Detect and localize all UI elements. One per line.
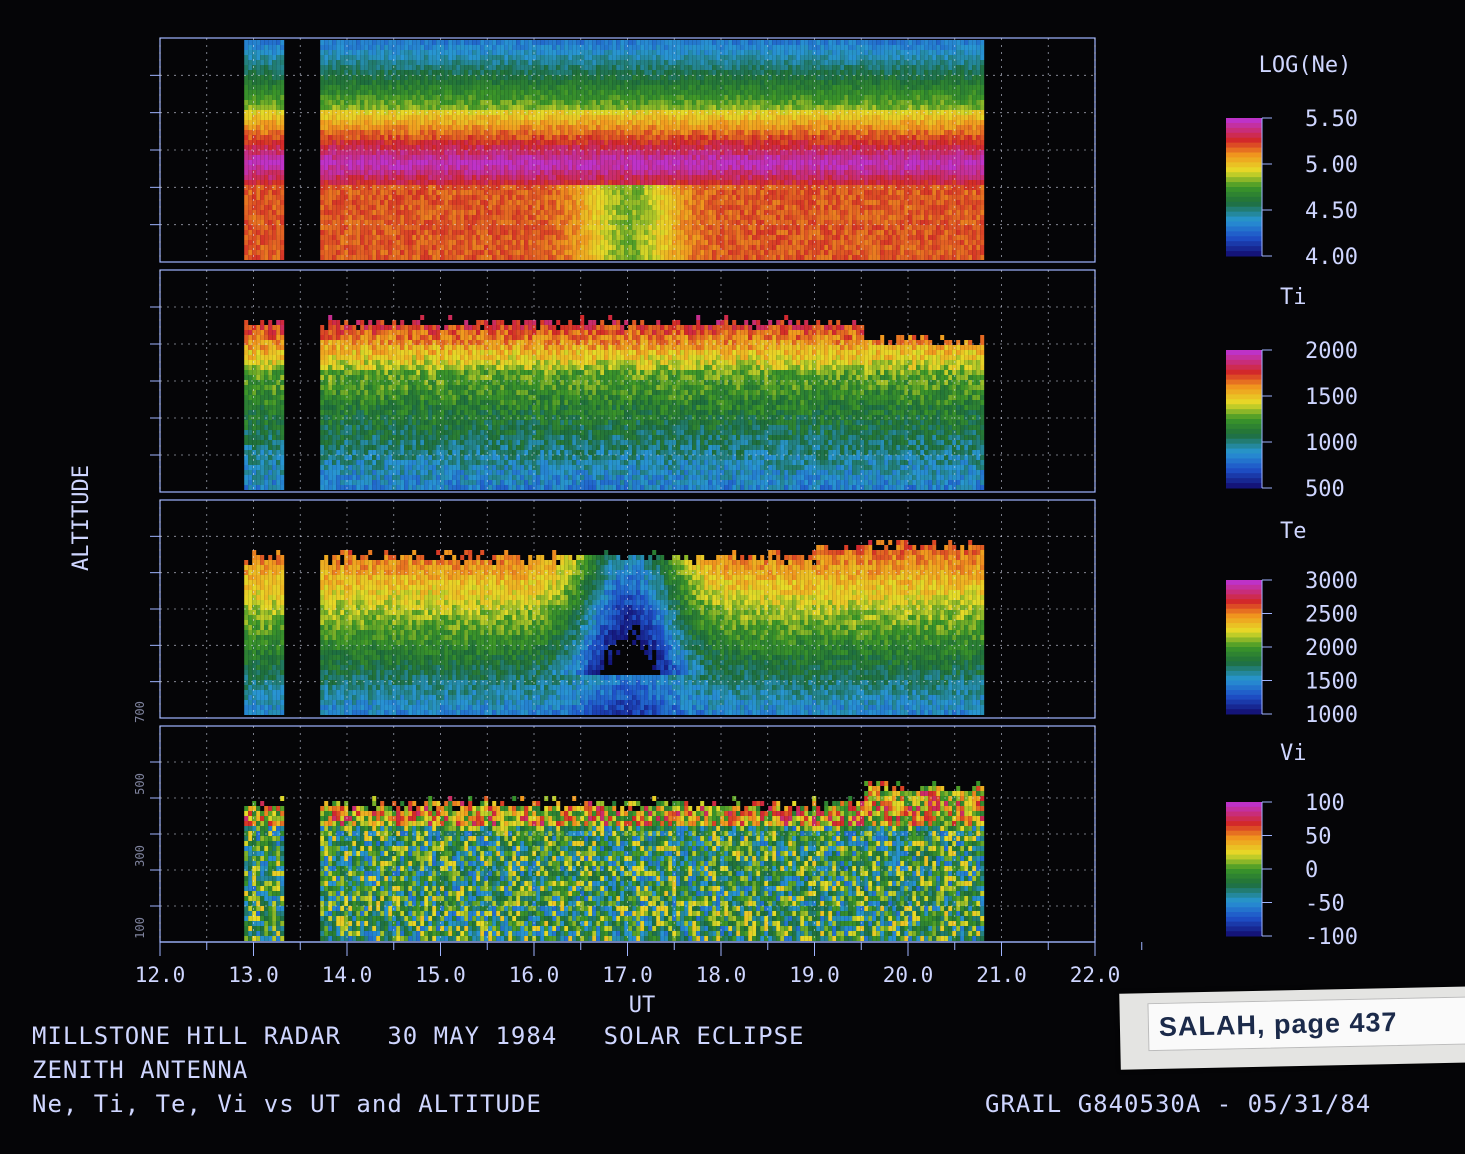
altitude-tick-label: 700 (133, 701, 147, 723)
x-tick-label: 12.0 (135, 963, 186, 987)
x-tick-label: 17.0 (602, 963, 653, 987)
colorbar-tick-label: 1500 (1305, 670, 1358, 695)
colorbar-tick-label: 50 (1305, 825, 1332, 850)
colorbar-tick-label: 1000 (1305, 703, 1358, 728)
colorbar-tick-label: 2000 (1305, 636, 1358, 661)
panel-data (244, 540, 984, 715)
colorbar-label: Ti (1280, 285, 1307, 310)
colorbar-tick-label: 2500 (1305, 603, 1358, 628)
x-tick-label: 18.0 (696, 963, 747, 987)
colorbar-3 (1226, 580, 1272, 715)
caption-title: MILLSTONE HILL RADAR 30 MAY 1984 SOLAR E… (32, 1022, 804, 1050)
sticker-label: SALAH, page 437 (1147, 996, 1465, 1051)
colorbar-tick-label: 4.50 (1305, 199, 1358, 224)
caption-variables: Ne, Ti, Te, Vi vs UT and ALTITUDE (32, 1090, 542, 1118)
colorbar-2 (1226, 350, 1272, 489)
panel-4 (150, 726, 1095, 942)
x-tick-label: 19.0 (789, 963, 840, 987)
x-axis-label: UT (629, 993, 656, 1018)
x-tick-label: 14.0 (322, 963, 373, 987)
x-tick-label: 16.0 (509, 963, 560, 987)
y-axis-label: ALTITUDE (69, 465, 94, 571)
x-tick-label: 15.0 (415, 963, 466, 987)
colorbar-tick-label: -50 (1305, 892, 1345, 917)
colorbar-label: Te (1280, 519, 1307, 544)
panel-data (244, 781, 984, 941)
colorbar-tick-label: 5.50 (1305, 107, 1358, 132)
colorbar-label: Vi (1280, 741, 1307, 766)
colorbar-label: LOG(Ne) (1259, 53, 1352, 78)
colorbar-tick-label: 1000 (1305, 431, 1358, 456)
colorbar-tick-label: 3000 (1305, 569, 1358, 594)
panel-1 (150, 38, 1095, 262)
colorbar-tick-label: 100 (1305, 791, 1345, 816)
grail-id: GRAIL G840530A - 05/31/84 (985, 1090, 1371, 1118)
colorbar-4 (1226, 802, 1272, 937)
altitude-tick-label: 100 (133, 917, 147, 939)
x-tick-label: 22.0 (1070, 963, 1121, 987)
panel-data (244, 315, 984, 490)
colorbar-tick-label: 2000 (1305, 339, 1358, 364)
panel-2 (150, 270, 1095, 492)
colorbar-1 (1226, 118, 1272, 257)
panel-3 (150, 500, 1095, 718)
colorbar-tick-label: 5.00 (1305, 153, 1358, 178)
altitude-tick-label: 500 (133, 773, 147, 795)
colorbar-tick-label: 500 (1305, 477, 1345, 502)
x-tick-label: 21.0 (976, 963, 1027, 987)
x-tick-label: 20.0 (883, 963, 934, 987)
colorbar-tick-label: 4.00 (1305, 245, 1358, 270)
caption-antenna: ZENITH ANTENNA (32, 1056, 248, 1084)
x-tick-label: 13.0 (228, 963, 279, 987)
altitude-tick-label: 300 (133, 845, 147, 867)
panel-data (244, 40, 984, 260)
colorbar-tick-label: 0 (1305, 858, 1318, 883)
colorbar-tick-label: -100 (1305, 925, 1358, 950)
page-sticker: SALAH, page 437 (1119, 986, 1465, 1070)
colorbar-tick-label: 1500 (1305, 385, 1358, 410)
